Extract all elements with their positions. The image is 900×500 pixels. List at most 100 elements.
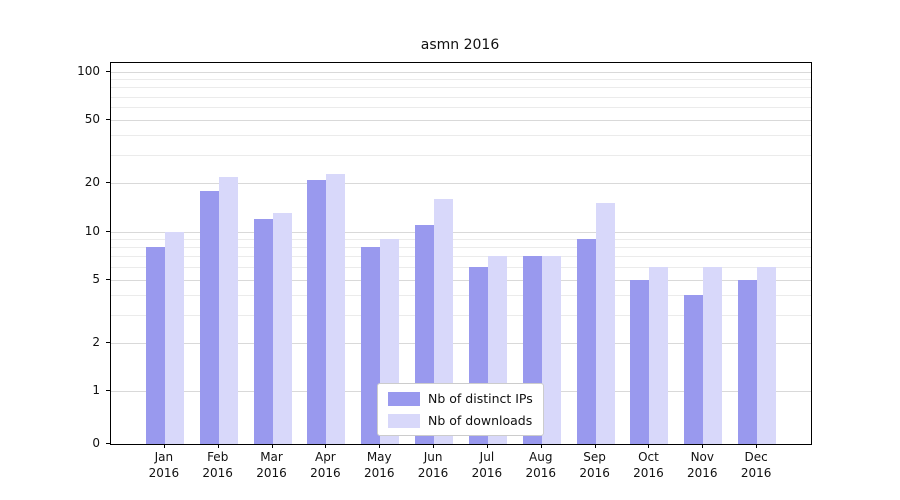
y-tick-label: 50 <box>84 112 100 126</box>
y-tick-label: 100 <box>77 64 100 78</box>
legend-entry-distinct-ips: Nb of distinct IPs <box>388 391 533 406</box>
x-tick-mark <box>325 444 327 448</box>
minor-gridline <box>111 135 811 137</box>
bar-distinct-ips-may <box>361 246 381 444</box>
month-label: Mar <box>260 450 283 464</box>
y-tick-label: 0 <box>92 436 100 450</box>
bar-distinct-ips-jan <box>145 246 165 444</box>
month-label: May <box>366 450 392 464</box>
year-label: 2016 <box>633 466 664 480</box>
year-label: 2016 <box>202 466 233 480</box>
month-label: Jun <box>423 450 443 464</box>
bar-downloads-nov <box>703 266 723 444</box>
bar-downloads-jun <box>434 198 454 444</box>
bar-downloads-mar <box>272 213 292 444</box>
x-tick-mark <box>486 444 488 448</box>
x-tick-mark <box>540 444 542 448</box>
minor-gridline <box>111 256 811 258</box>
legend-label: Nb of downloads <box>428 413 533 428</box>
minor-gridline <box>111 79 811 81</box>
minor-gridline <box>111 246 811 248</box>
x-tick-label-oct: Oct 2016 <box>618 449 678 481</box>
month-label: Dec <box>744 450 768 464</box>
bar-downloads-apr <box>326 173 346 444</box>
year-label: 2016 <box>740 466 772 480</box>
x-tick-label-apr: Apr 2016 <box>295 449 355 481</box>
x-tick-mark <box>217 444 219 448</box>
major-gridline <box>111 342 811 344</box>
bar-distinct-ips-sep <box>576 238 596 444</box>
y-tick-mark <box>106 230 110 232</box>
minor-gridline <box>111 96 811 98</box>
legend-label: Nb of distinct IPs <box>428 391 533 406</box>
month-label: Aug <box>529 450 553 464</box>
x-tick-label-sep: Sep 2016 <box>565 449 625 481</box>
month-label: Apr <box>314 450 336 464</box>
y-tick-label: 2 <box>92 334 100 349</box>
major-gridline <box>111 120 811 121</box>
bar-distinct-ips-feb <box>199 190 219 444</box>
x-tick-mark <box>379 444 381 448</box>
month-label: Sep <box>583 450 606 464</box>
x-tick-label-jan: Jan 2016 <box>134 449 194 481</box>
month-label: Jul <box>479 450 495 464</box>
x-tick-mark <box>594 444 596 448</box>
minor-gridline <box>111 107 811 109</box>
y-tick-mark <box>106 182 110 184</box>
year-label: 2016 <box>417 466 449 480</box>
x-tick-label-jun: Jun 2016 <box>403 449 463 481</box>
y-tick-mark <box>106 278 110 280</box>
minor-gridline <box>111 314 811 316</box>
bar-distinct-ips-apr <box>307 180 327 444</box>
chart-title: asmn 2016 <box>420 37 500 53</box>
x-tick-label-dec: Dec 2016 <box>726 449 786 481</box>
plot-area: Nb of distinct IPs Nb of downloads <box>110 62 812 445</box>
year-label: 2016 <box>256 466 287 480</box>
y-tick-mark <box>106 71 110 72</box>
minor-gridline <box>111 87 811 89</box>
bar-distinct-ips-mar <box>253 218 273 444</box>
y-tick-label: 1 <box>92 383 100 397</box>
x-tick-label-may: May 2016 <box>349 449 409 481</box>
major-gridline <box>111 231 811 233</box>
x-tick-mark <box>271 444 273 448</box>
legend-entry-downloads: Nb of downloads <box>388 413 533 428</box>
y-tick-mark <box>106 390 110 391</box>
x-tick-mark <box>702 444 704 448</box>
y-tick-label: 20 <box>84 175 100 190</box>
bar-distinct-ips-nov <box>684 294 704 444</box>
year-label: 2016 <box>471 466 503 480</box>
legend-swatch <box>388 413 420 428</box>
x-tick-label-aug: Aug 2016 <box>511 449 571 481</box>
bar-downloads-jan <box>164 231 184 444</box>
major-gridline <box>111 279 811 281</box>
x-tick-label-mar: Mar 2016 <box>242 449 302 481</box>
legend: Nb of distinct IPs Nb of downloads <box>377 383 544 436</box>
bar-downloads-aug <box>541 256 561 444</box>
x-tick-mark <box>163 444 165 448</box>
bar-downloads-dec <box>757 266 777 444</box>
minor-gridline <box>111 294 811 296</box>
minor-gridline <box>111 238 811 240</box>
year-label: 2016 <box>363 466 395 480</box>
bar-distinct-ips-oct <box>630 279 650 444</box>
x-tick-mark <box>756 444 758 448</box>
y-tick-label: 5 <box>92 271 100 286</box>
major-gridline <box>111 72 811 73</box>
y-tick-mark <box>106 443 110 444</box>
legend-swatch <box>388 391 420 406</box>
month-label: Oct <box>638 450 659 464</box>
major-gridline <box>111 183 811 185</box>
month-label: Jan <box>154 450 174 464</box>
x-tick-mark <box>433 444 435 448</box>
year-label: 2016 <box>687 466 718 480</box>
x-tick-mark <box>648 444 650 448</box>
x-tick-label-feb: Feb 2016 <box>188 449 248 481</box>
x-tick-label-nov: Nov 2016 <box>672 449 732 481</box>
year-label: 2016 <box>148 466 180 480</box>
year-label: 2016 <box>525 466 557 480</box>
y-tick-mark <box>106 341 110 343</box>
minor-gridline <box>111 155 811 157</box>
y-tick-mark <box>106 119 110 120</box>
